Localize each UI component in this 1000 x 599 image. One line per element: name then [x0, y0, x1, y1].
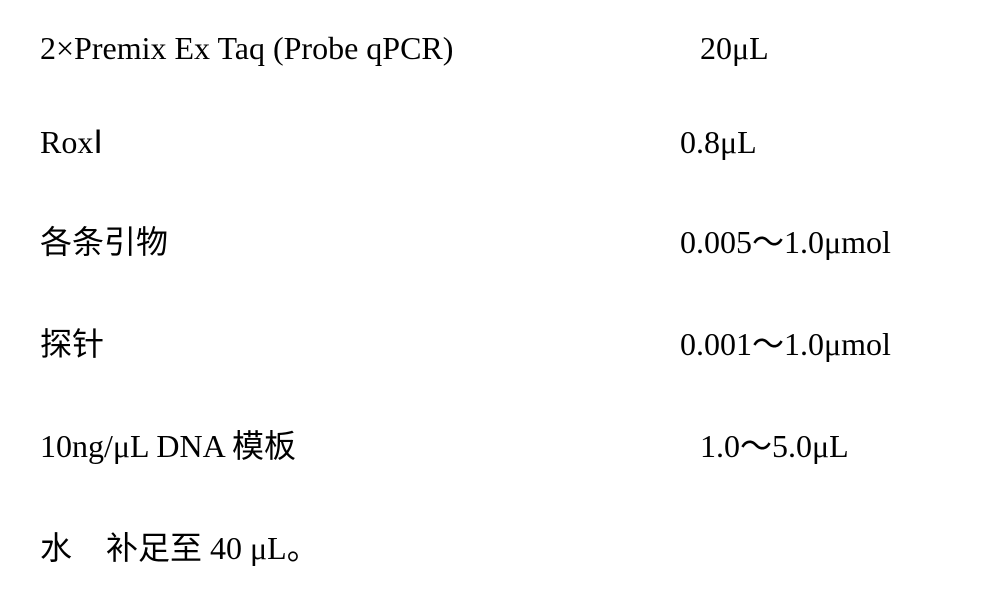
table-row: RoxⅠ 0.8μL: [40, 123, 960, 161]
reagent-value: 1.0～5.0μL: [700, 421, 849, 467]
water-label: 水: [40, 530, 72, 566]
table-row: 水补足至 40 μL。: [40, 523, 960, 569]
reagent-label: 2×Premix Ex Taq (Probe qPCR): [40, 30, 700, 67]
reagent-value: 20μL: [700, 30, 769, 67]
table-row: 探针 0.001～1.0μmol: [40, 319, 960, 365]
reagent-value: 0.005～1.0μmol: [680, 217, 891, 263]
table-row: 各条引物 0.005～1.0μmol: [40, 217, 960, 263]
table-row: 2×Premix Ex Taq (Probe qPCR) 20μL: [40, 30, 960, 67]
reagent-label: 水补足至 40 μL。: [40, 523, 319, 569]
reagent-value: 0.001～1.0μmol: [680, 319, 891, 365]
reagent-label: 各条引物: [40, 217, 680, 263]
reagent-label: 10ng/μL DNA 模板: [40, 421, 700, 467]
reagent-label: 探针: [40, 319, 680, 365]
table-row: 10ng/μL DNA 模板 1.0～5.0μL: [40, 421, 960, 467]
reagent-label: RoxⅠ: [40, 123, 680, 161]
reagent-value: 0.8μL: [680, 124, 757, 161]
reagent-table: 2×Premix Ex Taq (Probe qPCR) 20μL RoxⅠ 0…: [0, 0, 1000, 599]
water-note: 补足至 40 μL。: [106, 530, 319, 566]
